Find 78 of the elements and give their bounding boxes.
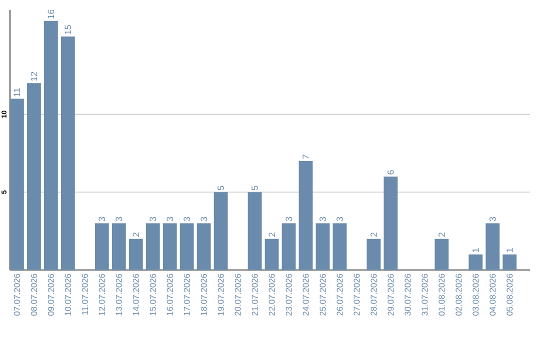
bar xyxy=(248,192,262,270)
data-label: 1 xyxy=(472,248,479,252)
data-label: 2 xyxy=(132,232,140,237)
x-tick-label: 13.07.2026 xyxy=(116,274,122,316)
data-label: 5 xyxy=(218,186,224,190)
bar xyxy=(332,223,347,270)
data-label: 3 xyxy=(336,217,343,222)
x-tick-label: 29.07.2026 xyxy=(388,274,394,316)
data-label: 11 xyxy=(14,88,20,96)
x-tick-label: 19.07.2026 xyxy=(218,274,224,316)
bar xyxy=(146,223,160,270)
bar xyxy=(162,223,177,270)
x-tick-label: 30.07.2026 xyxy=(404,274,411,316)
data-label: 3 xyxy=(98,217,106,222)
x-tick-label: 12.07.2026 xyxy=(98,274,105,316)
x-tick-label: 21.07.2026 xyxy=(252,274,258,316)
data-label: 2 xyxy=(438,232,445,237)
data-label: 3 xyxy=(320,217,326,222)
x-tick-label: 08.07.2026 xyxy=(30,274,37,316)
bar xyxy=(94,223,109,270)
data-label: 7 xyxy=(302,154,309,159)
bar xyxy=(298,161,313,270)
bar xyxy=(112,223,126,270)
bar xyxy=(196,223,211,270)
x-tick-label: 31.07.2026 xyxy=(422,274,428,316)
data-label: 3 xyxy=(200,217,208,222)
data-label: 16 xyxy=(48,10,54,19)
x-tick-label: 05.08.2026 xyxy=(506,274,513,316)
data-label: 12 xyxy=(30,72,38,81)
bar xyxy=(10,98,24,270)
bar xyxy=(384,176,398,270)
bar xyxy=(264,238,279,270)
bar xyxy=(434,238,449,270)
data-label: 1 xyxy=(506,248,513,252)
data-label: 6 xyxy=(388,170,394,174)
x-tick-label: 27.07.2026 xyxy=(354,274,360,316)
data-label: 2 xyxy=(268,232,275,237)
x-tick-label: 18.07.2026 xyxy=(200,274,207,316)
bar xyxy=(366,238,381,270)
x-tick-label: 14.07.2026 xyxy=(132,274,139,316)
bar xyxy=(502,254,517,270)
x-tick-label: 11.07.2026 xyxy=(82,274,88,315)
x-tick-label: 09.07.2026 xyxy=(48,274,54,316)
bar xyxy=(316,223,330,270)
bar xyxy=(282,223,296,270)
data-label: 3 xyxy=(116,217,122,222)
x-tick-label: 28.07.2026 xyxy=(370,274,377,316)
x-tick-label: 22.07.2026 xyxy=(268,274,275,316)
x-tick-label: 10.07.2026 xyxy=(64,274,71,316)
data-label: 5 xyxy=(252,186,258,190)
bar xyxy=(214,192,228,270)
data-label: 3 xyxy=(489,217,496,222)
data-label: 2 xyxy=(370,232,377,237)
x-tick-label: 16.07.2026 xyxy=(166,274,173,316)
x-tick-label: 01.08.2026 xyxy=(438,274,445,316)
x-tick-label: 04.08.2026 xyxy=(490,274,496,316)
bar xyxy=(180,223,194,270)
x-tick-label: 03.08.2026 xyxy=(472,274,479,316)
data-label: 3 xyxy=(150,217,156,222)
x-tick-label: 24.07.2026 xyxy=(302,274,309,316)
data-label: 3 xyxy=(184,217,190,222)
x-tick-label: 23.07.2026 xyxy=(286,274,292,316)
x-tick-label: 15.07.2026 xyxy=(150,274,156,316)
x-tick-label: 02.08.2026 xyxy=(456,274,462,316)
data-label: 3 xyxy=(166,217,174,222)
data-label: 15 xyxy=(64,25,72,34)
data-label: 3 xyxy=(286,217,292,222)
x-tick-label: 17.07.2026 xyxy=(184,274,190,316)
bar xyxy=(486,223,500,270)
bar xyxy=(60,36,75,270)
x-tick-label: 25.07.2026 xyxy=(320,274,326,316)
bar xyxy=(128,238,143,270)
x-tick-label: 07.07.2026 xyxy=(14,274,20,316)
bar xyxy=(44,20,58,270)
x-tick-label: 26.07.2026 xyxy=(336,274,343,316)
bar xyxy=(468,254,483,270)
x-tick-label: 20.07.2026 xyxy=(234,274,241,316)
bar xyxy=(26,83,41,270)
